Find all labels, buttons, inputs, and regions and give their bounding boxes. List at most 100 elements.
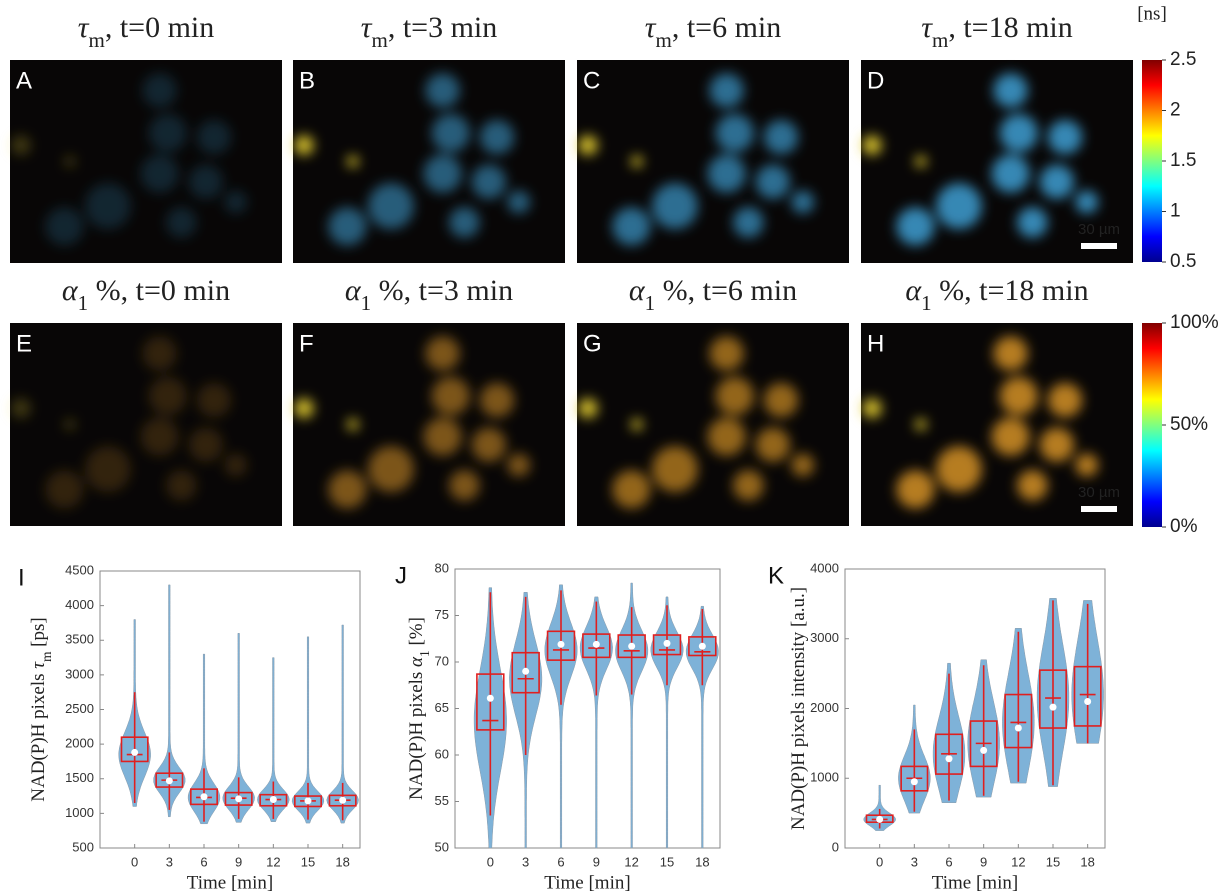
cell <box>328 470 367 509</box>
panel-title-sub: m <box>932 28 948 52</box>
cell <box>936 183 982 230</box>
panel-title: τm, t=6 min <box>645 11 782 52</box>
mean <box>1049 703 1057 711</box>
cell <box>991 154 1030 193</box>
cell <box>196 383 232 418</box>
box <box>688 636 717 657</box>
x-tick-label: 9 <box>980 854 987 869</box>
mean <box>1014 724 1022 732</box>
cell <box>733 207 764 238</box>
y-axis-label-text: NAD(P)H pixels <box>406 667 427 800</box>
violin <box>615 582 649 849</box>
x-tick-label: 3 <box>911 854 918 869</box>
cell <box>763 383 799 418</box>
mean <box>698 642 706 650</box>
y-tick-label: 4000 <box>65 597 94 612</box>
y-axis-label-symbol: τ <box>28 661 49 669</box>
y-tick-label: 65 <box>435 700 449 715</box>
cell <box>479 120 515 155</box>
x-tick-label: 6 <box>945 854 952 869</box>
scale-bar-label: 30 µm <box>1078 484 1120 501</box>
panel-title-sub: m <box>371 28 387 52</box>
panel-title: τm, t=0 min <box>78 11 215 52</box>
cell <box>507 190 531 214</box>
bright-cell <box>631 418 643 431</box>
y-tick-label: 1000 <box>65 805 94 820</box>
panel-title-text: %, t=6 min <box>655 274 797 307</box>
box <box>120 736 149 763</box>
colorbar-tick-label: 1 <box>1170 201 1181 222</box>
colorbar-tick-label: 0% <box>1170 516 1198 537</box>
mean <box>557 640 565 648</box>
y-tick-label: 75 <box>435 607 449 622</box>
mean <box>269 796 277 804</box>
y-tick-label: 500 <box>72 839 94 854</box>
panel-title-text: , t=18 min <box>948 11 1072 44</box>
y-tick-label: 1500 <box>65 770 94 785</box>
x-tick-label: 3 <box>166 854 173 869</box>
mean <box>910 778 918 786</box>
y-tick-label: 0 <box>832 839 839 854</box>
y-tick-label: 60 <box>435 746 449 761</box>
panel-letter: B <box>299 67 315 94</box>
cell <box>1017 470 1048 501</box>
panel-label: K <box>768 562 784 589</box>
x-tick-label: 9 <box>235 854 242 869</box>
cell <box>709 73 744 108</box>
y-tick-label: 55 <box>435 793 449 808</box>
cell <box>715 114 754 153</box>
x-tick-label: 6 <box>557 854 564 869</box>
mean <box>165 777 173 785</box>
y-tick-label: 4000 <box>810 560 839 575</box>
y-tick-label: 70 <box>435 653 449 668</box>
y-tick-label: 2000 <box>65 736 94 751</box>
cell <box>328 207 367 246</box>
violin <box>187 653 221 825</box>
cell <box>196 120 232 155</box>
cell <box>449 207 480 238</box>
cell <box>224 190 248 214</box>
image-content <box>11 336 248 509</box>
colorbar-tick-label: 2.5 <box>1170 49 1196 70</box>
panel-title-sub: 1 <box>645 291 656 315</box>
panel-letter: E <box>16 330 32 357</box>
box <box>294 795 322 808</box>
cell <box>709 336 744 371</box>
y-tick-label: 2000 <box>810 700 839 715</box>
x-tick-label: 12 <box>266 854 280 869</box>
x-tick-label: 12 <box>1011 854 1025 869</box>
x-tick-label: 0 <box>487 854 494 869</box>
cell <box>755 427 790 462</box>
cell <box>652 446 698 493</box>
mean <box>945 755 953 763</box>
box <box>511 651 540 694</box>
mean <box>628 642 636 650</box>
y-axis-label-text: NAD(P)H pixels <box>28 669 49 802</box>
bright-cell <box>11 398 31 419</box>
cell <box>85 446 131 493</box>
mean <box>131 748 139 756</box>
bright-cell <box>64 155 76 168</box>
cell <box>999 377 1038 416</box>
panel-title-symbol: α <box>905 274 922 307</box>
violin <box>650 596 684 849</box>
bright-cell <box>578 398 598 419</box>
cell <box>763 120 799 155</box>
violin <box>257 657 290 822</box>
colorbar-tick-label: 2 <box>1170 100 1181 121</box>
image-content <box>862 73 1099 246</box>
x-tick-label: 15 <box>1046 854 1060 869</box>
y-axis-label-suffix: [%] <box>406 617 427 650</box>
cell <box>85 183 131 230</box>
panel-title-text: %, t=18 min <box>932 274 1089 307</box>
violin <box>544 584 578 849</box>
mean <box>663 639 671 647</box>
x-tick-label: 6 <box>200 854 207 869</box>
cell <box>1017 207 1048 238</box>
mean <box>200 793 208 801</box>
cell <box>368 446 414 493</box>
y-tick-label: 3500 <box>65 632 94 647</box>
panel-title-text: %, t=0 min <box>88 274 230 307</box>
x-tick-label: 18 <box>335 854 349 869</box>
